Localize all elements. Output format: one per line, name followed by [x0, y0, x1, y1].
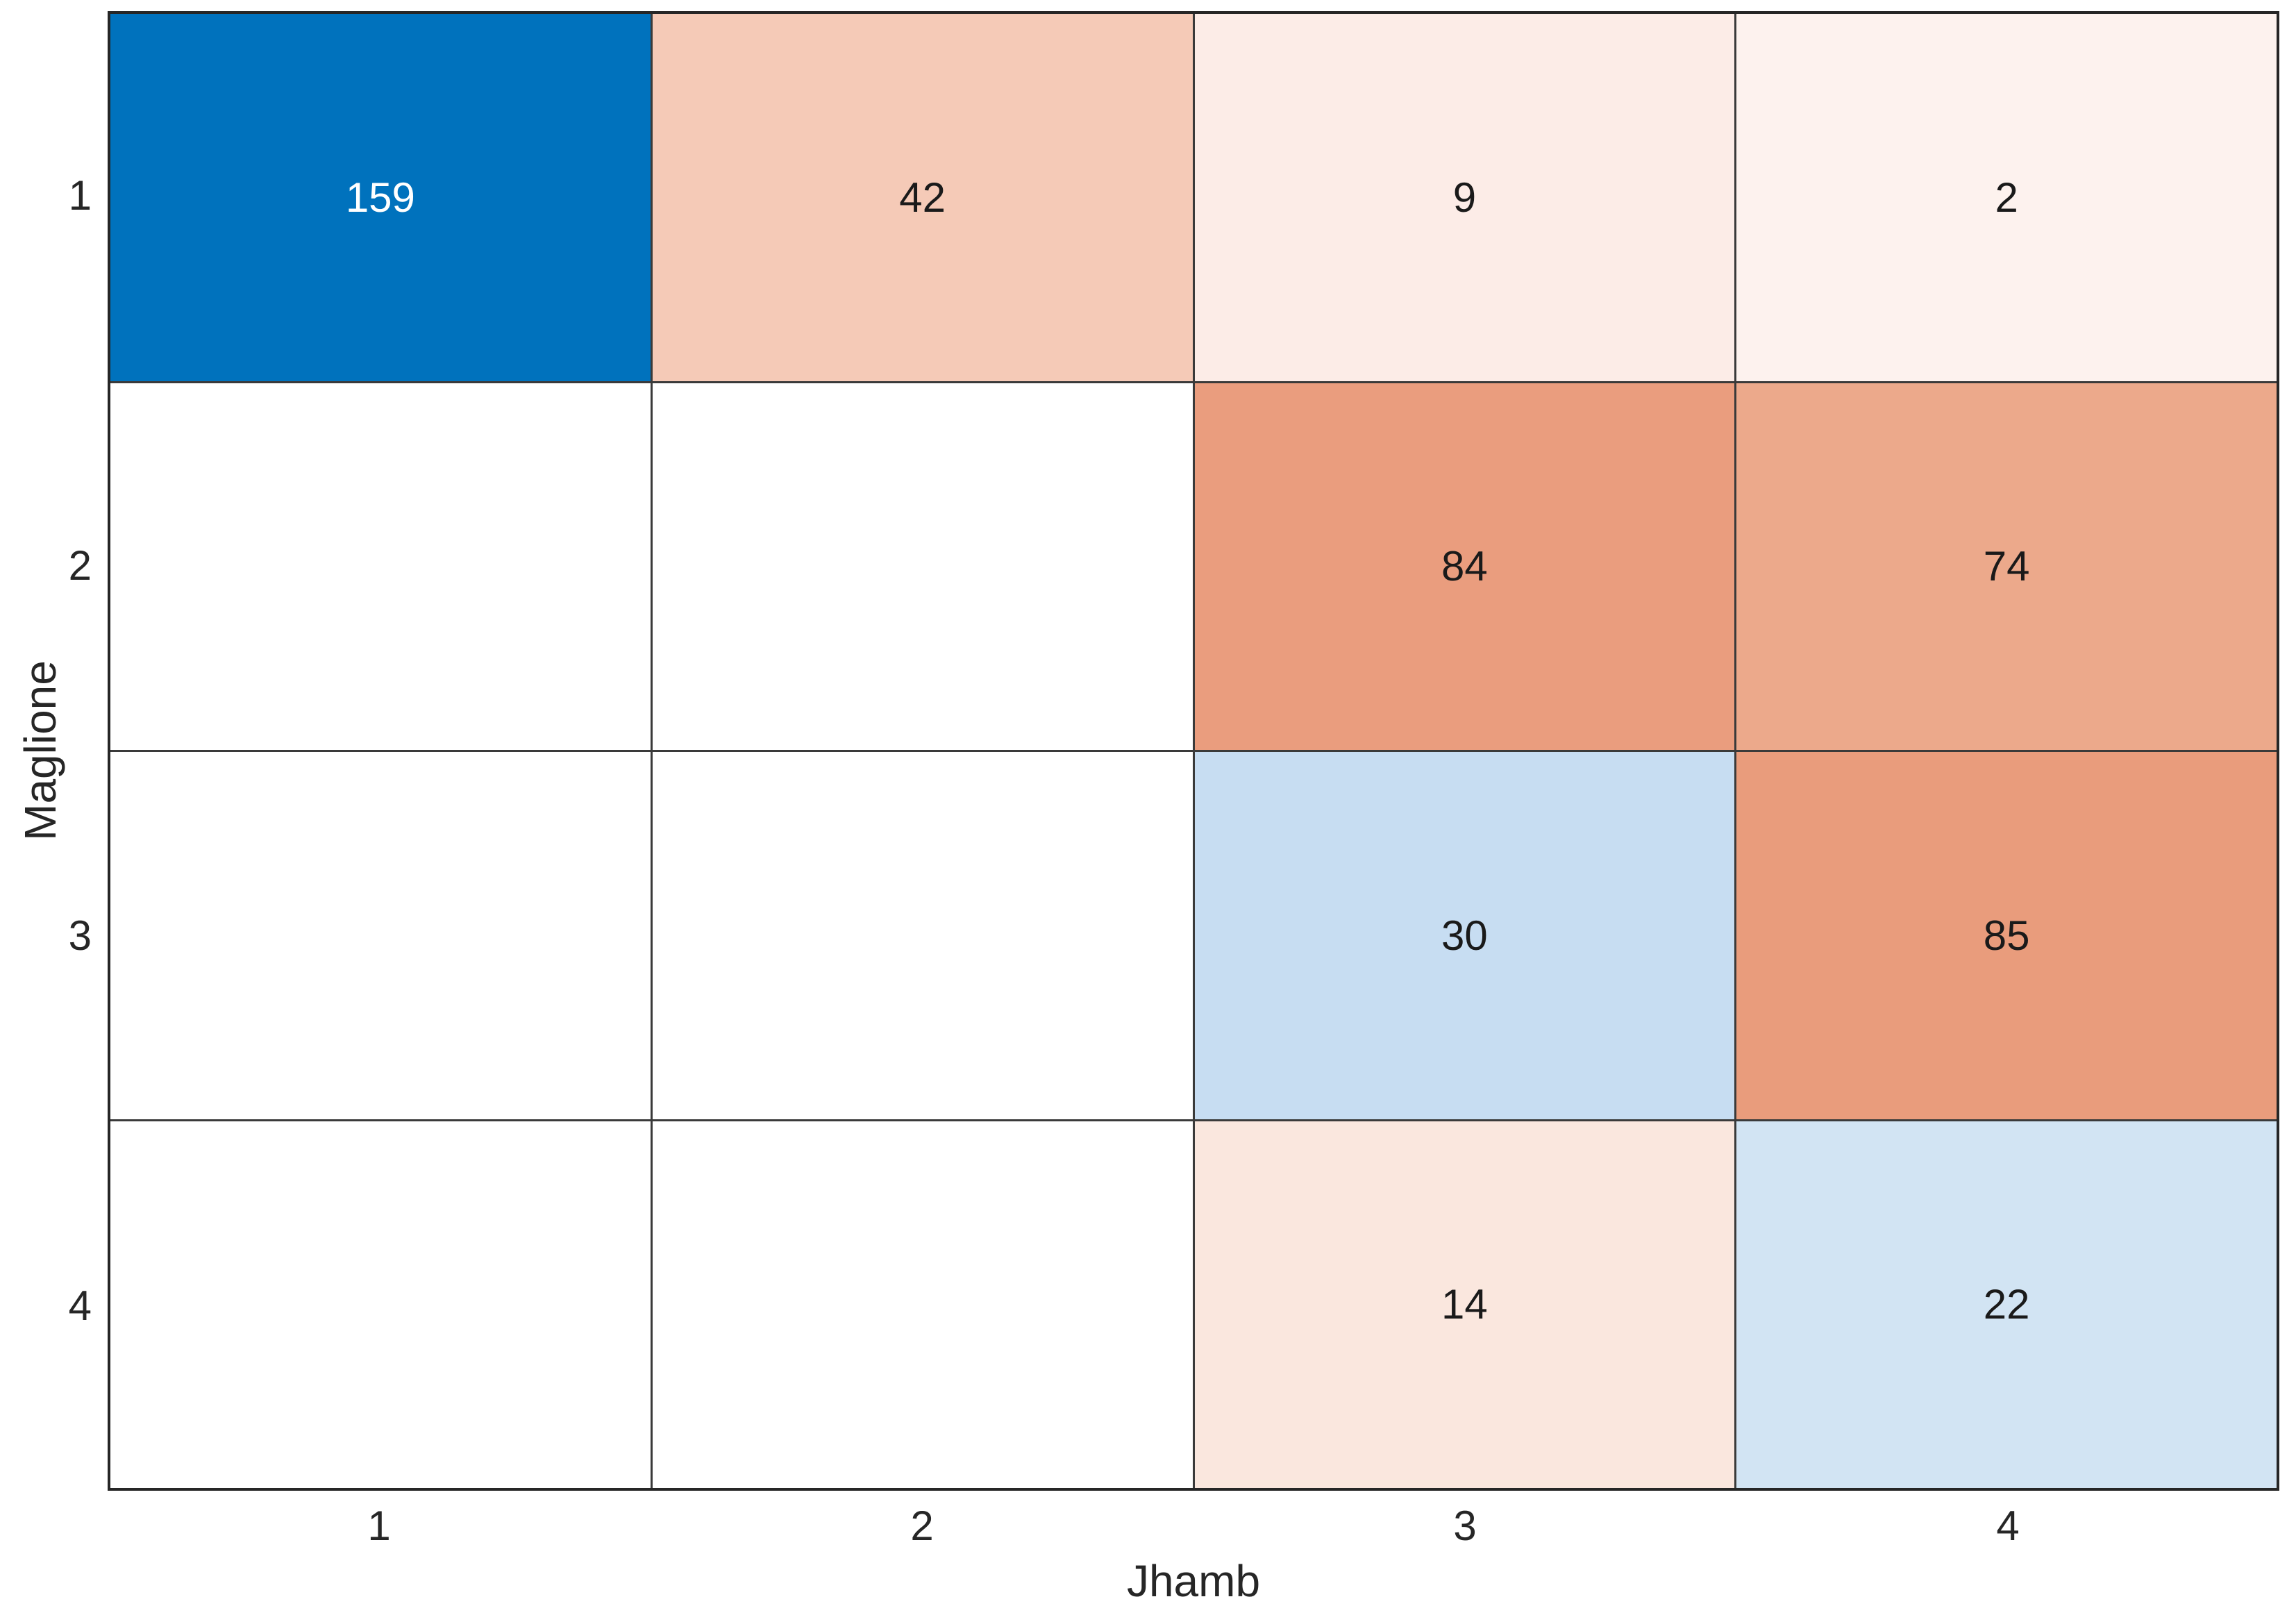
heatmap-cell-r3c1	[110, 752, 651, 1119]
x-axis-tick-1: 1	[367, 1503, 391, 1549]
heatmap-cell-r4c1	[110, 1121, 651, 1488]
heatmap-cell-r4c3: 14	[1194, 1121, 1735, 1488]
heatmap-cell-r3c2	[652, 752, 1193, 1119]
heatmap-cell-r1c4: 2	[1736, 14, 2277, 381]
heatmap-cell-r1c3: 9	[1194, 14, 1735, 381]
heatmap-cell-r2c2	[652, 383, 1193, 750]
heatmap-cell-r4c4: 22	[1736, 1121, 2277, 1488]
x-axis-label: Jhamb	[1126, 1556, 1261, 1606]
heatmap-cell-r3c3: 30	[1194, 752, 1735, 1119]
heatmap-cell-r1c1: 159	[110, 14, 651, 381]
heatmap-cell-r2c1	[110, 383, 651, 750]
x-axis-tick-3: 3	[1453, 1503, 1477, 1549]
y-axis-tick-3: 3	[68, 912, 92, 959]
x-axis-tick-2: 2	[910, 1503, 934, 1549]
x-axis-tick-4: 4	[1996, 1503, 2020, 1549]
heatmap-cell-r1c2: 42	[652, 14, 1193, 381]
y-axis-label: Maglione	[15, 660, 65, 841]
y-axis-tick-1: 1	[68, 172, 92, 219]
heatmap-cell-r2c3: 84	[1194, 383, 1735, 750]
heatmap-cell-r3c4: 85	[1736, 752, 2277, 1119]
heatmap-cell-r4c2	[652, 1121, 1193, 1488]
y-axis-tick-2: 2	[68, 542, 92, 589]
heatmap-plot-area: 159 42 9 2 84 74 30 85 14 22	[108, 11, 2279, 1491]
heatmap-cell-r2c4: 74	[1736, 383, 2277, 750]
y-axis-tick-4: 4	[68, 1282, 92, 1329]
